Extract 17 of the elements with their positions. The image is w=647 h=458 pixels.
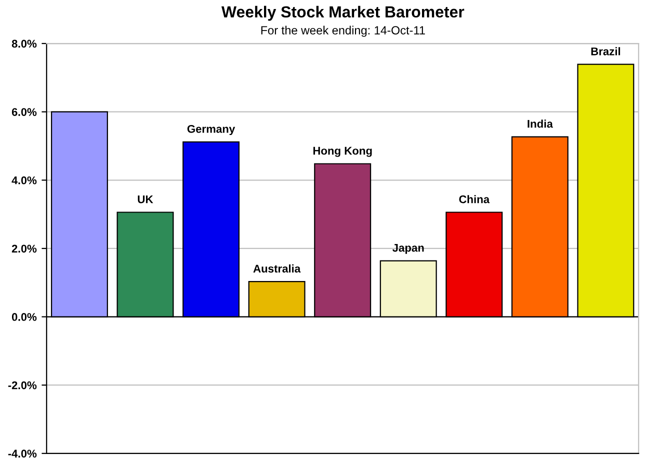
y-tick-label: 0.0% [12,313,37,321]
y-tick-label: 2.0% [12,244,37,253]
chart-title: Weekly Stock Market Barometer [221,6,464,21]
y-tick-label: -2.0% [8,381,37,390]
x-tick-label: Brazil [591,47,620,56]
y-tick-label: 8.0% [12,40,37,48]
chart-subtitle: For the week ending: 14-Oct-11 [261,26,425,37]
x-tick-label: UK [138,195,154,204]
x-tick-label: Japan [392,244,424,254]
x-tick-label: Germany [187,124,236,136]
x-tick-label: China [459,195,490,204]
y-tick-label: 4.0% [12,176,37,184]
x-tick-label: Australia [253,264,301,273]
y-tick-label: 6.0% [12,108,37,116]
y-tick-label: -4.0% [8,450,37,458]
x-tick-label: India [528,120,553,128]
x-tick-label: Hong Kong [313,146,372,157]
